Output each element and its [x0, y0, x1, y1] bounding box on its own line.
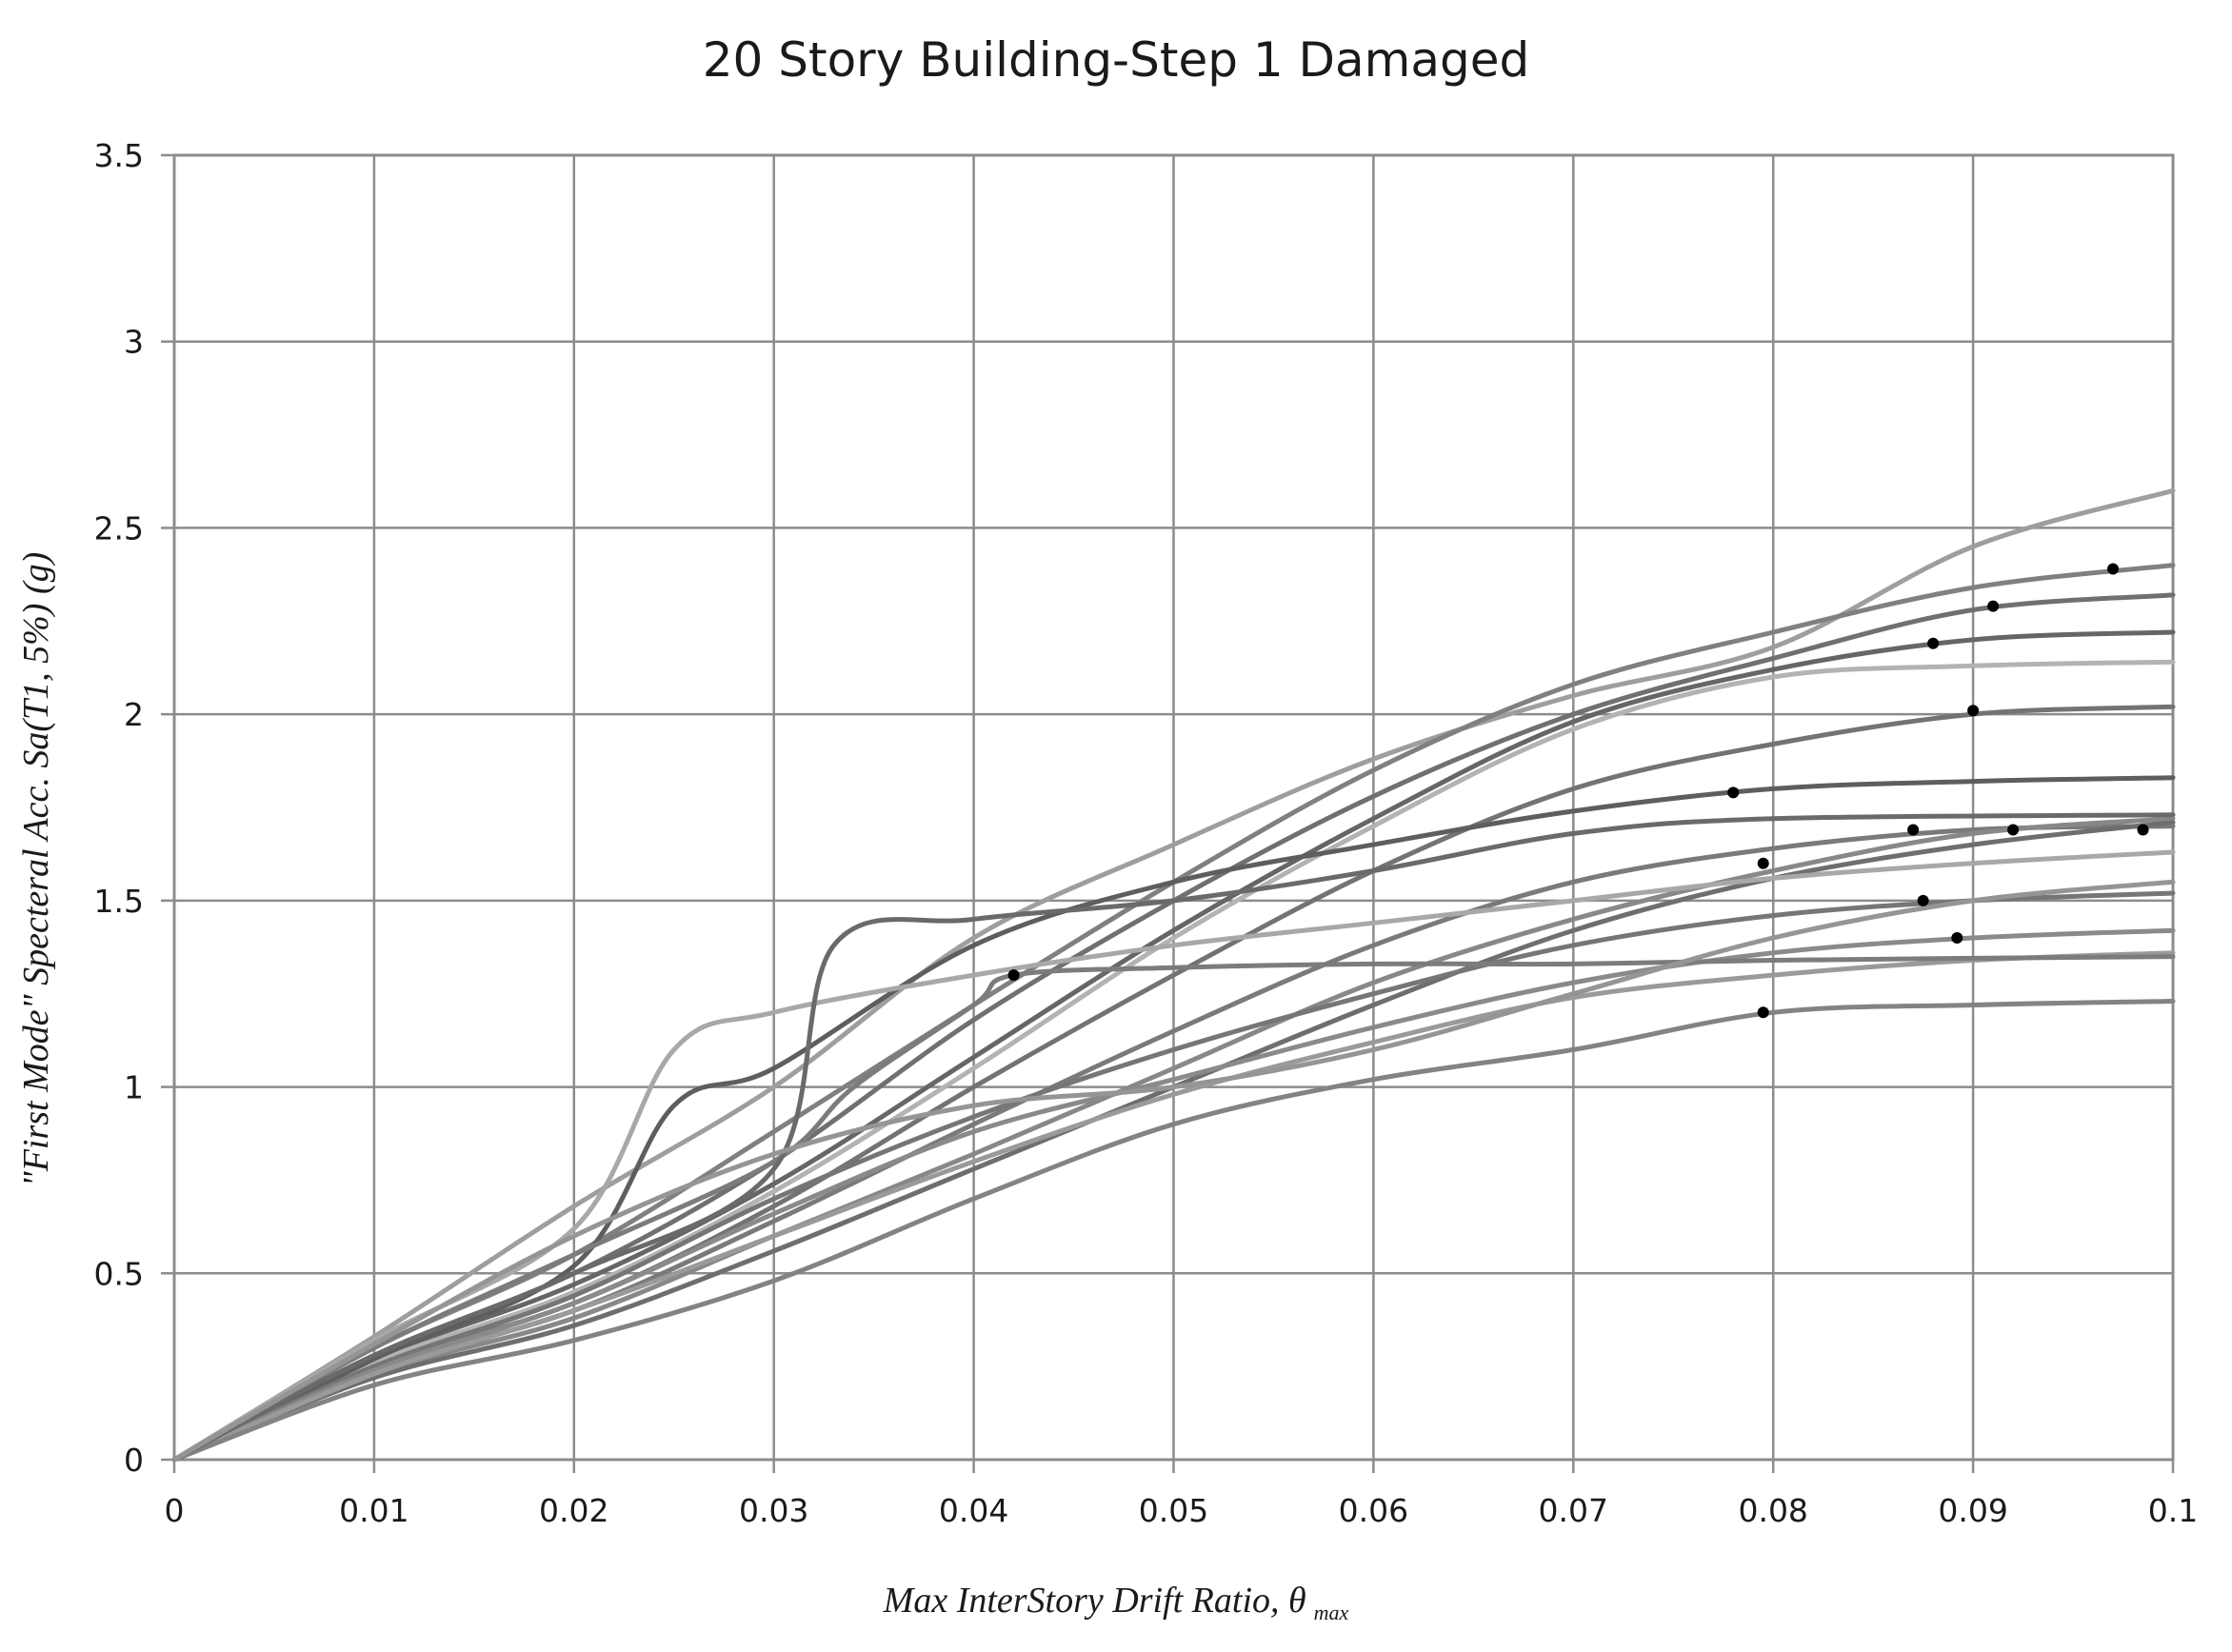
collapse-marker-6	[1967, 705, 1980, 717]
y-tick-label-7: 3.5	[94, 137, 144, 174]
series-line-13	[171, 927, 2176, 1463]
series-line-11	[171, 849, 2176, 1463]
y-tick-label-0: 0	[124, 1442, 144, 1479]
x-tick-label-8: 0.08	[1738, 1492, 1807, 1529]
y-tick-label-3: 1.5	[94, 883, 144, 920]
x-axis-ticks: 0 0.01 0.02 0.03 0.04 0.05 0.06 0.07 0.08 0.09 0.1	[165, 1460, 2198, 1529]
series-group	[171, 488, 2176, 1463]
x-tick-label-5: 0.05	[1139, 1492, 1208, 1529]
series-line-5	[171, 659, 2176, 1463]
collapse-marker-9	[2007, 824, 2020, 836]
collapse-marker-4	[1927, 637, 1940, 649]
collapse-marker-8	[1907, 824, 1920, 836]
x-tick-label-4: 0.04	[939, 1492, 1008, 1529]
collapse-marker-13	[1951, 932, 1963, 944]
series-line-18	[171, 879, 2176, 1463]
x-tick-label-0: 0	[165, 1492, 185, 1529]
collapse-marker-16	[1757, 1006, 1769, 1019]
y-tick-label-1: 0.5	[94, 1255, 144, 1292]
x-axis-label-subscript: max	[1314, 1601, 1349, 1624]
x-tick-label-6: 0.06	[1339, 1492, 1408, 1529]
series-line-4	[171, 629, 2176, 1463]
y-axis-ticks: 0 0.5 1 1.5 2 2.5 3 3.5	[94, 137, 174, 1479]
x-axis-label: Max InterStory Drift Ratio, θ max	[883, 1581, 1349, 1624]
y-axis-label: "First Mode" Specteral Acc. Sa(T1, 5%) (…	[16, 552, 56, 1187]
y-tick-label-4: 2	[124, 696, 144, 733]
series-line-15	[171, 954, 2176, 1463]
y-tick-label-5: 2.5	[94, 509, 144, 547]
grid	[172, 153, 2175, 1462]
x-tick-label-9: 0.09	[1938, 1492, 2007, 1529]
collapse-marker-7	[1727, 786, 1740, 799]
x-tick-label-7: 0.07	[1539, 1492, 1608, 1529]
chart-title: 20 Story Building-Step 1 Damaged	[703, 32, 1530, 88]
x-tick-label-1: 0.01	[339, 1492, 409, 1529]
series-line-16	[171, 999, 2176, 1463]
series-line-9	[171, 816, 2176, 1463]
series-line-14	[171, 950, 2176, 1463]
series-line-1	[171, 488, 2176, 1463]
markers-group	[1007, 563, 2149, 1019]
y-tick-label-6: 3	[124, 324, 144, 361]
collapse-marker-2	[2107, 563, 2120, 575]
x-axis-label-main: Max InterStory Drift Ratio, θ	[883, 1581, 1306, 1621]
x-tick-label-3: 0.03	[739, 1492, 808, 1529]
x-tick-label-10: 0.1	[2148, 1492, 2198, 1529]
collapse-marker-12	[1917, 894, 1929, 906]
series-line-17	[171, 812, 2176, 1463]
x-tick-label-2: 0.02	[539, 1492, 608, 1529]
collapse-marker-15	[1007, 969, 1020, 982]
collapse-marker-3	[1987, 600, 2000, 612]
collapse-marker-10	[2137, 824, 2149, 836]
series-line-12	[171, 890, 2176, 1463]
collapse-marker-11	[1757, 857, 1769, 869]
y-tick-label-2: 1	[124, 1069, 144, 1106]
